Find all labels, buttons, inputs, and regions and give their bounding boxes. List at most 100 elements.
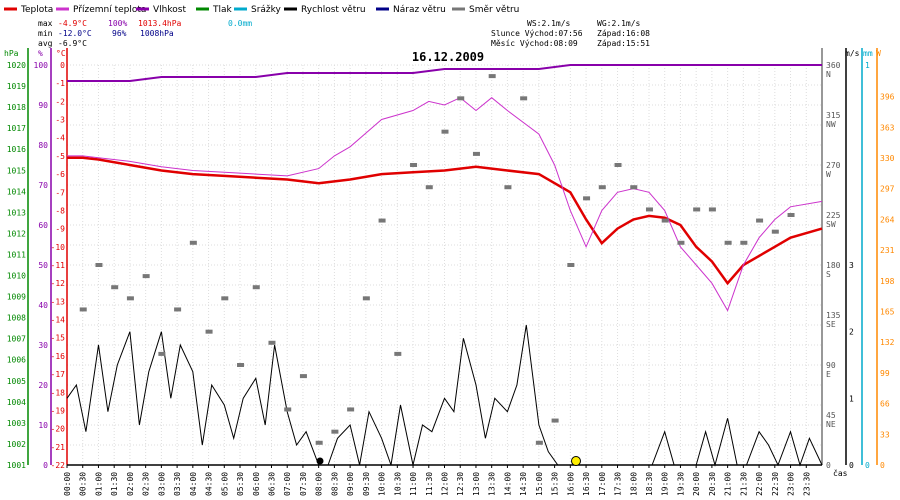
sun-rise: Slunce Východ:07:56	[491, 29, 583, 38]
x-tick-label-41: 20:30	[708, 472, 717, 496]
humidity-tick-2: 80	[38, 141, 48, 150]
solar-tick-12: 0	[880, 461, 885, 470]
x-tick-label-5: 02:30	[142, 472, 151, 496]
moon-icon	[316, 457, 324, 465]
solar-tick-6: 198	[880, 277, 895, 286]
humidity-tick-7: 30	[38, 341, 48, 350]
direction-dir-6: E	[826, 370, 831, 379]
wind-direction-mark	[756, 218, 764, 223]
unit-w: W	[876, 49, 881, 58]
legend-label-1: Přízemní teplota	[73, 5, 146, 15]
direction-dir-3: SW	[826, 220, 836, 229]
x-tick-label-14: 07:00	[283, 472, 292, 496]
wind-direction-mark	[661, 218, 669, 223]
direction-dir-7: NE	[826, 420, 836, 429]
temperature-tick-13: -13	[51, 297, 66, 306]
stats-max-temp: -4.9°C	[58, 19, 87, 28]
x-tick-label-1: 00:30	[79, 472, 88, 496]
wind-direction-mark	[457, 96, 465, 101]
unit-mm: mm	[863, 49, 873, 58]
x-tick-label-24: 12:00	[441, 472, 450, 496]
x-tick-label-25: 12:30	[456, 472, 465, 496]
wind-direction-mark	[284, 407, 292, 412]
wind-direction-mark	[771, 229, 779, 234]
wind-direction-mark	[394, 351, 402, 356]
unit-ms: m/s	[845, 49, 860, 58]
wind-direction-mark	[472, 151, 480, 156]
stats-rain: 0.0mm	[228, 19, 252, 28]
direction-dir-1: NW	[826, 120, 836, 129]
x-tick-label-39: 19:30	[676, 472, 685, 496]
solar-tick-2: 330	[880, 154, 895, 163]
stats-avg-label: avg	[38, 39, 53, 48]
sun-moon-block: WS:2.1m/s WG:2.1m/s Slunce Východ:07:56 …	[491, 19, 650, 48]
unit-pct: %	[38, 49, 43, 58]
windspeed-tick-1: 2	[849, 328, 854, 337]
wind-direction-mark	[441, 129, 449, 134]
legend-label-6: Náraz větru	[393, 5, 446, 15]
wind-direction-mark	[79, 307, 87, 312]
x-tick-label-45: 22:30	[771, 472, 780, 496]
temperature-tick-14: -14	[51, 316, 66, 325]
wind-direction-mark	[693, 207, 701, 212]
wind-direction-mark	[331, 429, 339, 434]
x-tick-label-20: 10:00	[378, 472, 387, 496]
wind-direction-mark	[142, 274, 150, 279]
pressure-tick-1: 1019	[7, 82, 26, 91]
temperature-tick-11: -11	[51, 261, 66, 270]
direction-tick-8: 0	[826, 461, 831, 470]
wind-wg: WG:2.1m/s	[597, 19, 641, 28]
temperature-tick-15: -15	[51, 334, 66, 343]
x-tick-label-26: 13:00	[472, 472, 481, 496]
legend-label-2: Vlhkost	[153, 5, 186, 15]
wind-direction-mark	[95, 263, 103, 267]
x-tick-label-6: 03:00	[157, 472, 166, 496]
x-tick-label-9: 04:30	[205, 472, 214, 496]
humidity-tick-10: 0	[43, 461, 48, 470]
wind-direction-mark	[111, 285, 119, 290]
grid	[66, 64, 823, 466]
rain-tick-1: 0	[865, 461, 870, 470]
x-tick-label-21: 10:30	[393, 472, 402, 496]
direction-tick-5: 135	[826, 311, 841, 320]
pressure-tick-18: 1002	[7, 440, 26, 449]
stats-avg-temp: -6.9°C	[58, 39, 87, 48]
wind-direction-mark	[598, 185, 606, 190]
temperature-tick-0: 0	[60, 61, 65, 70]
temperature-tick-8: -8	[55, 206, 65, 215]
x-tick-label-36: 18:00	[629, 472, 638, 496]
stats-max-press: 1013.4hPa	[138, 19, 182, 28]
stats-block: max -4.9°C 100% 1013.4hPa 0.0mm min -12.…	[38, 19, 252, 48]
solar-tick-11: 33	[880, 430, 890, 439]
x-tick-label-47: 23:30	[802, 472, 811, 496]
solar-tick-1: 363	[880, 123, 895, 132]
temperature-tick-21: -21	[51, 443, 66, 452]
temperature-tick-22: -22	[51, 461, 66, 470]
direction-dir-4: S	[826, 270, 831, 279]
temperature-tick-18: -18	[51, 388, 66, 397]
humidity-tick-5: 50	[38, 261, 48, 270]
solar-tick-8: 132	[880, 338, 895, 347]
wind-direction-mark	[237, 363, 245, 367]
pressure-tick-8: 1012	[7, 229, 26, 238]
wind-direction-mark	[567, 263, 575, 267]
x-tick-label-38: 19:00	[661, 472, 670, 496]
direction-dir-2: W	[826, 170, 831, 179]
series-2	[67, 64, 822, 82]
solar-tick-5: 231	[880, 246, 895, 255]
pressure-tick-13: 1007	[7, 335, 26, 344]
wind-direction-mark	[299, 374, 307, 379]
wind-direction-mark	[158, 351, 166, 356]
wind-direction-mark	[535, 440, 543, 445]
wind-direction-mark	[362, 296, 370, 301]
temperature-tick-16: -16	[51, 352, 66, 361]
windspeed-tick-0: 3	[849, 261, 854, 270]
pressure-tick-16: 1004	[7, 398, 26, 407]
temperature-tick-4: -4	[55, 134, 65, 143]
legend-label-4: Srážky	[251, 5, 282, 15]
pressure-tick-0: 1020	[7, 61, 26, 70]
wind-direction-mark	[740, 240, 748, 245]
x-tick-label-17: 08:30	[330, 472, 339, 496]
legend-label-5: Rychlost větru	[301, 5, 366, 15]
solar-tick-9: 99	[880, 369, 890, 378]
